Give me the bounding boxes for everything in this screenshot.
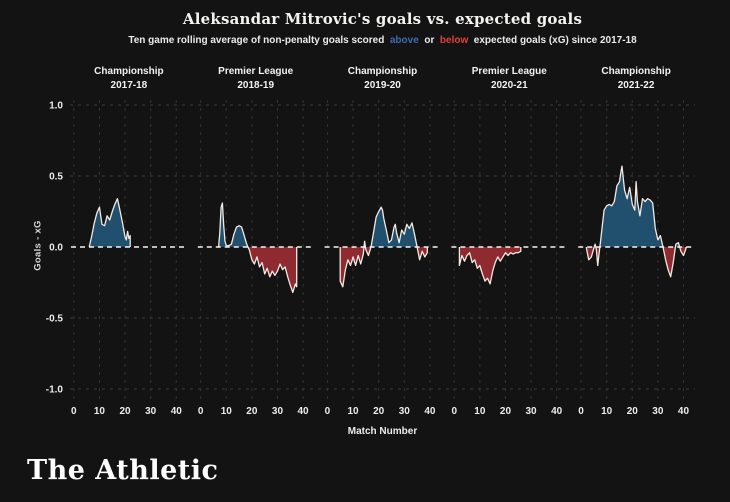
- x-tick-label: 10: [601, 406, 613, 417]
- subtitle-below-word: below: [439, 35, 469, 46]
- area-above-xg: [340, 207, 428, 247]
- area-below-xg: [218, 247, 297, 293]
- panel-header-competition: Championship: [94, 66, 163, 77]
- x-tick-label: 10: [474, 406, 486, 417]
- x-tick-label: 0: [451, 406, 457, 417]
- y-tick-label: 0.0: [49, 243, 63, 254]
- x-tick-label: 30: [145, 406, 157, 417]
- y-axis-title: Goals - xG: [32, 220, 44, 271]
- x-tick-label: 20: [246, 406, 258, 417]
- x-tick-label: 40: [424, 406, 436, 417]
- area-above-xg: [586, 166, 686, 247]
- x-tick-label: 20: [119, 406, 131, 417]
- y-tick-label: 0.5: [49, 172, 63, 183]
- x-tick-label: 40: [171, 406, 183, 417]
- y-tick-label: -1.0: [46, 385, 64, 396]
- subtitle-text-3: expected goals (xG) since 2017-18: [468, 35, 637, 46]
- rolling-average-line: [88, 198, 131, 248]
- x-tick-label: 0: [71, 406, 77, 417]
- rolling-average-line: [585, 165, 687, 278]
- panel-header-season: 2018-19: [237, 80, 274, 91]
- area-below-xg: [459, 247, 521, 284]
- area-above-xg: [89, 198, 131, 247]
- x-tick-label: 20: [627, 406, 639, 417]
- x-tick-label: 20: [373, 406, 385, 417]
- x-tick-label: 0: [325, 406, 331, 417]
- rolling-average-line: [458, 247, 522, 285]
- panel-header-season: 2017-18: [111, 80, 148, 91]
- x-axis-title: Match Number: [347, 426, 418, 437]
- x-tick-label: 10: [347, 406, 359, 417]
- panel-header-season: 2020-21: [491, 80, 528, 91]
- y-tick-label: 1.0: [49, 101, 63, 112]
- panel-header-season: 2019-20: [364, 80, 401, 91]
- panel-header-season: 2021-22: [618, 80, 655, 91]
- subtitle-above-word: above: [389, 35, 419, 46]
- area-above-xg: [218, 203, 297, 247]
- x-tick-label: 30: [399, 406, 411, 417]
- x-tick-label: 20: [500, 406, 512, 417]
- chart-subtitle: Ten game rolling average of non-penalty …: [35, 35, 730, 46]
- x-tick-label: 40: [678, 406, 690, 417]
- x-tick-label: 10: [94, 406, 106, 417]
- x-tick-label: 0: [578, 406, 584, 417]
- rolling-average-line: [339, 206, 428, 288]
- y-tick-label: -0.5: [46, 314, 64, 325]
- panel-header-competition: Championship: [348, 66, 417, 77]
- panel-header-competition: Championship: [601, 66, 670, 77]
- x-tick-label: 10: [221, 406, 233, 417]
- rolling-average-line: [217, 202, 298, 294]
- x-tick-label: 30: [272, 406, 284, 417]
- x-tick-label: 0: [198, 406, 204, 417]
- x-tick-label: 30: [652, 406, 664, 417]
- the-athletic-logo: The Athletic: [27, 455, 219, 486]
- x-tick-label: 30: [526, 406, 538, 417]
- panel-header-competition: Premier League: [218, 66, 293, 77]
- chart-title: Aleksandar Mitrovic's goals vs. expected…: [182, 10, 583, 28]
- x-tick-label: 40: [551, 406, 563, 417]
- x-tick-label: 40: [298, 406, 310, 417]
- panel-header-competition: Premier League: [472, 66, 547, 77]
- subtitle-text-2: or: [418, 35, 440, 46]
- subtitle-text-1: Ten game rolling average of non-penalty …: [128, 35, 390, 46]
